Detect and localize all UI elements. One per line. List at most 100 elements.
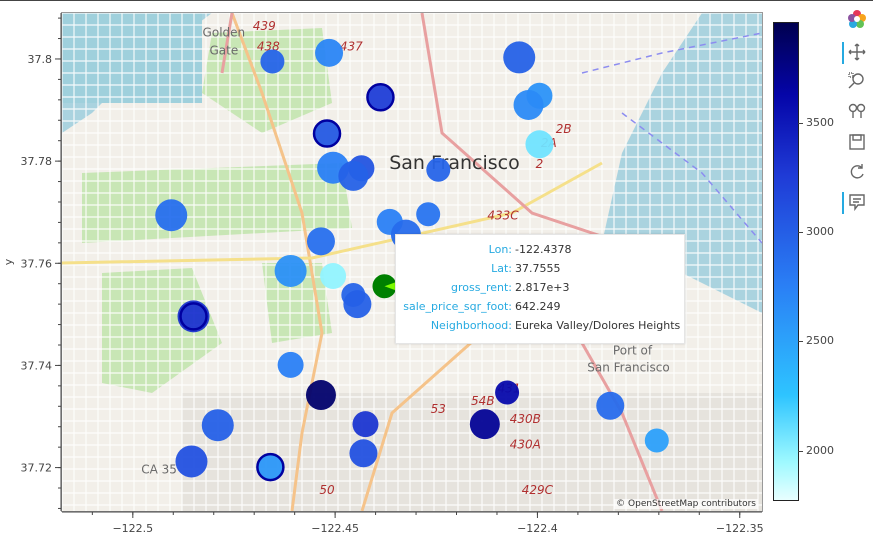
map-label: 430B — [510, 412, 541, 426]
y-tick-label: 37.78 — [21, 155, 53, 168]
box-zoom-tool-icon[interactable] — [844, 68, 870, 94]
scatter-points — [155, 38, 669, 482]
hover-tool-icon[interactable] — [844, 189, 870, 215]
map-label: 2B — [556, 122, 572, 136]
map-label: San Francisco — [587, 361, 669, 375]
scatter-point — [644, 428, 669, 453]
scatter-point — [368, 85, 393, 110]
map-label: CA 35 — [141, 463, 177, 477]
scatter-point — [503, 41, 536, 74]
scatter-point — [306, 227, 335, 256]
point-highlight-ring — [312, 119, 342, 148]
tooltip-row: Lat: 37.7555 — [396, 262, 684, 280]
map-label: 53 — [431, 402, 446, 416]
tooltip-value: -122.4378 — [515, 243, 572, 256]
save-tool-icon[interactable] — [844, 129, 870, 155]
x-tick-label: −122.35 — [716, 522, 764, 535]
hovered-point — [372, 274, 397, 299]
colorbar-tick — [798, 232, 803, 234]
y-tick-label: 37.74 — [21, 359, 53, 372]
x-tick-label: −122.4 — [517, 522, 558, 535]
map-label: San Francisco — [389, 152, 520, 174]
map-label: 429C — [522, 483, 554, 497]
scatter-point — [277, 351, 304, 378]
point-highlight-ring — [366, 83, 395, 112]
tooltip-value: 2.817e+3 — [515, 281, 570, 294]
point-highlight-ring — [179, 302, 208, 331]
presidio-park — [202, 28, 332, 133]
scatter-point — [352, 411, 379, 438]
scatter-point — [338, 160, 369, 191]
scatter-point — [201, 409, 234, 442]
scatter-point — [349, 439, 378, 468]
scatter-point — [177, 300, 210, 333]
wheel-zoom-tool-icon[interactable] — [844, 97, 870, 123]
y-tick-label: 37.72 — [21, 462, 53, 475]
tooltip-key: gross_rent: — [451, 281, 512, 294]
scatter-point — [257, 454, 284, 481]
map-plot-area[interactable]: Golden Gate San Francisco Port of San Franci… — [61, 12, 763, 512]
scatter-point — [155, 199, 188, 232]
point-highlight-ring — [256, 452, 285, 482]
tooltip-value: 642.249 — [515, 300, 561, 313]
urban-south — [182, 393, 762, 511]
y-axis-label: y — [2, 258, 15, 265]
map-label: 437 — [340, 39, 363, 53]
map-attribution: © OpenStreetMap contributors — [614, 499, 758, 509]
map-label: 50 — [319, 483, 335, 497]
tooltip-value: Eureka Valley/Dolores Heights — [515, 319, 681, 332]
tooltip-row: sale_price_sqr_foot: 642.249 — [396, 300, 684, 318]
reset-tool-icon[interactable] — [844, 159, 870, 185]
map-label: 2 — [536, 157, 544, 171]
scatter-point — [320, 263, 347, 290]
scatter-point — [596, 391, 625, 420]
hover-tooltip: Lon: -122.4378 Lat: 37.7555 gross_rent: 2.817… — [395, 234, 685, 344]
scatter-point — [315, 38, 344, 67]
x-tick-label: −122.45 — [311, 522, 359, 535]
colorbar-tick-label: 2000 — [806, 443, 834, 457]
map-tiles: Golden Gate San Francisco Port of San Franci… — [62, 13, 762, 511]
y-tick-label: 37.8 — [28, 53, 53, 66]
colorbar-tick-label: 3500 — [806, 115, 834, 129]
golden-gate-water — [62, 13, 202, 103]
map-label: 433C — [487, 208, 519, 222]
colorbar-tick — [798, 450, 803, 452]
golden-gate-park — [82, 163, 352, 243]
colorbar-tick-label: 3000 — [806, 225, 834, 239]
y-tick-label: 37.76 — [21, 257, 53, 270]
tooltip-key: sale_price_sqr_foot: — [403, 300, 512, 313]
map-label: Gate — [209, 43, 238, 57]
map-label: 54B — [471, 394, 495, 408]
scatter-point — [469, 409, 500, 440]
scatter-point — [525, 130, 554, 159]
map-label: 439 — [253, 19, 276, 33]
scatter-point — [175, 445, 208, 478]
colorbar-tick — [798, 122, 803, 124]
tooltip-key: Neighborhood: — [430, 319, 512, 332]
scatter-point — [513, 89, 544, 120]
plot-toolbar — [842, 6, 872, 236]
tooltip-key: Lat: — [491, 262, 512, 275]
x-tick-label: −122.5 — [112, 522, 153, 535]
map-label: 430A — [510, 438, 541, 452]
pan-active-indicator — [842, 42, 844, 64]
colorbar-tick-label: 2500 — [806, 334, 834, 348]
tooltip-row: gross_rent: 2.817e+3 — [396, 281, 684, 299]
tooltip-row: Neighborhood: Eureka Valley/Dolores Heigh… — [396, 319, 684, 337]
pan-tool-icon[interactable] — [844, 39, 870, 65]
map-label: Golden — [203, 25, 246, 39]
scatter-point — [343, 290, 372, 319]
bokeh-logo-icon[interactable] — [844, 6, 870, 32]
scatter-point — [274, 254, 307, 287]
colorbar-tick — [798, 341, 803, 343]
scatter-point — [495, 380, 520, 405]
lake-merced-park — [102, 268, 222, 393]
scatter-point — [426, 157, 451, 182]
hover-active-indicator — [842, 192, 844, 214]
scatter-point — [260, 49, 285, 74]
tooltip-key: Lon: — [488, 243, 512, 256]
tooltip-row: Lon: -122.4378 — [396, 243, 684, 261]
scatter-point — [313, 119, 342, 148]
tooltip-value: 37.7555 — [515, 262, 561, 275]
